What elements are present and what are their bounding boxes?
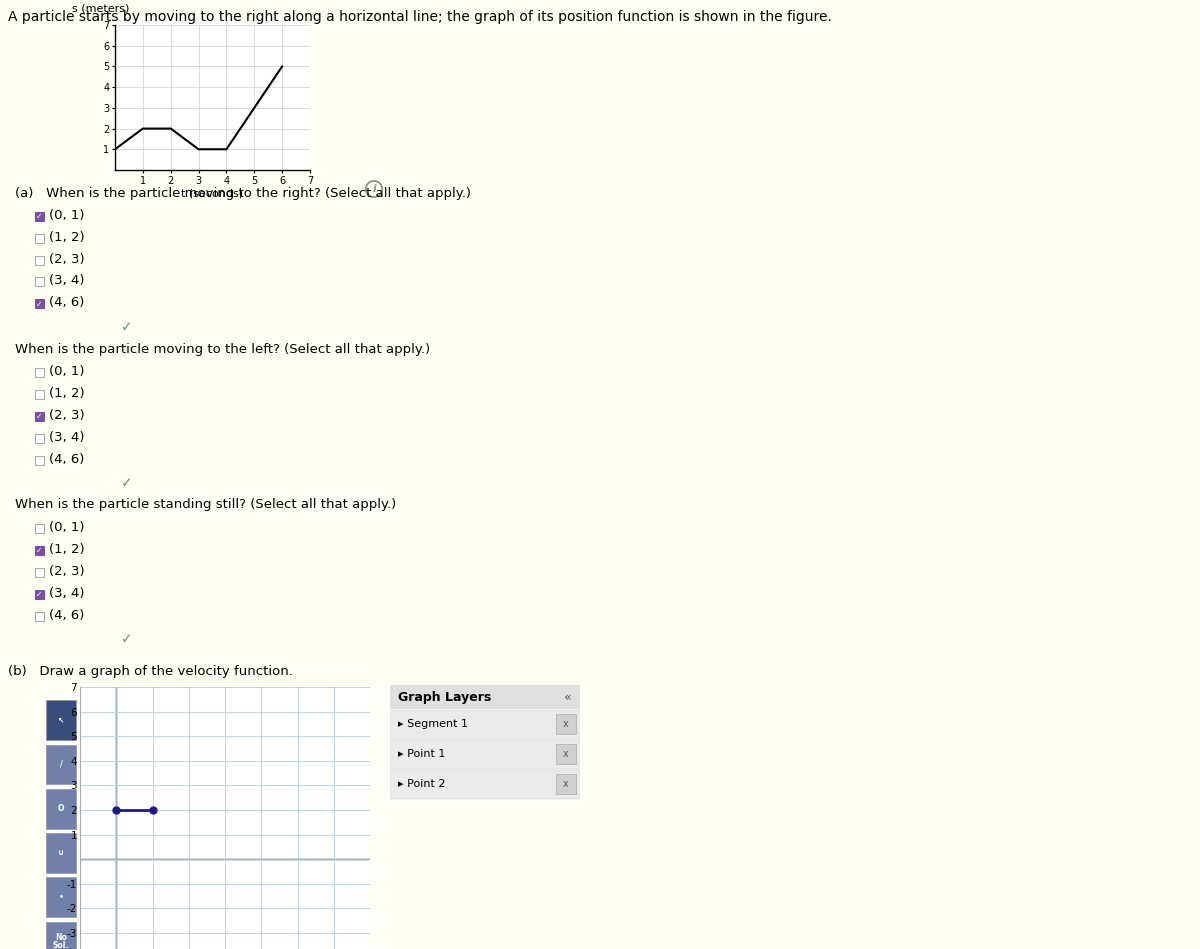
Text: (4, 6): (4, 6) <box>49 296 84 309</box>
Text: When is the particle moving to the left? (Select all that apply.): When is the particle moving to the left?… <box>14 343 430 356</box>
Text: (4, 6): (4, 6) <box>49 453 84 466</box>
Bar <box>46 789 77 828</box>
Text: x: x <box>563 749 569 759</box>
Text: (1, 2): (1, 2) <box>49 543 85 555</box>
Text: «: « <box>564 691 572 703</box>
Text: (a)   When is the particle moving to the right? (Select all that apply.): (a) When is the particle moving to the r… <box>14 187 470 199</box>
Bar <box>556 714 576 734</box>
Bar <box>35 233 44 243</box>
Text: (0, 1): (0, 1) <box>49 520 84 533</box>
Text: (2, 3): (2, 3) <box>49 252 85 266</box>
Bar <box>390 740 580 769</box>
Bar <box>556 744 576 764</box>
Text: ↖: ↖ <box>58 716 64 725</box>
Bar <box>46 833 77 873</box>
Text: ✓: ✓ <box>121 476 133 490</box>
X-axis label: t (seconds): t (seconds) <box>181 188 244 198</box>
Bar <box>35 367 44 377</box>
Bar <box>390 770 580 799</box>
Text: (2, 3): (2, 3) <box>49 565 85 578</box>
Text: (3, 4): (3, 4) <box>49 274 84 288</box>
Bar <box>556 774 576 794</box>
Bar <box>46 700 77 740</box>
Text: (2, 3): (2, 3) <box>49 408 85 421</box>
Bar <box>35 255 44 265</box>
Text: ✓: ✓ <box>36 589 43 599</box>
Bar <box>35 546 44 554</box>
Bar <box>35 277 44 287</box>
Text: ▸ Segment 1: ▸ Segment 1 <box>398 719 468 729</box>
Bar <box>35 589 44 599</box>
Text: s (meters): s (meters) <box>72 4 130 13</box>
Bar <box>35 456 44 464</box>
Bar <box>35 434 44 442</box>
Text: x: x <box>563 779 569 789</box>
Text: No
Sol.: No Sol. <box>53 933 70 949</box>
Bar <box>46 745 77 785</box>
Bar <box>35 611 44 621</box>
Text: A particle starts by moving to the right along a horizontal line; the graph of i: A particle starts by moving to the right… <box>8 10 832 24</box>
Text: (1, 2): (1, 2) <box>49 386 85 400</box>
Text: x: x <box>563 719 569 729</box>
Text: ✓: ✓ <box>36 412 43 420</box>
Bar <box>35 568 44 576</box>
Text: When is the particle standing still? (Select all that apply.): When is the particle standing still? (Se… <box>14 498 396 512</box>
Bar <box>46 921 77 949</box>
Bar <box>35 412 44 420</box>
Text: (3, 4): (3, 4) <box>49 586 84 600</box>
Text: i: i <box>372 184 376 195</box>
Text: Graph Layers: Graph Layers <box>398 691 491 703</box>
Text: ✓: ✓ <box>36 212 43 220</box>
Text: ✓: ✓ <box>36 546 43 554</box>
Text: /: / <box>60 760 62 769</box>
Text: (4, 6): (4, 6) <box>49 608 84 622</box>
Text: ✓: ✓ <box>121 632 133 646</box>
Bar <box>35 212 44 220</box>
Text: (0, 1): (0, 1) <box>49 209 84 221</box>
Text: ▸ Point 1: ▸ Point 1 <box>398 749 445 759</box>
Bar <box>35 300 44 308</box>
Text: ∪: ∪ <box>58 848 64 858</box>
Text: (3, 4): (3, 4) <box>49 431 84 443</box>
Text: O: O <box>58 804 65 813</box>
Bar <box>390 685 580 709</box>
Text: ▸ Point 2: ▸ Point 2 <box>398 779 445 789</box>
Bar <box>46 877 77 917</box>
Bar <box>35 389 44 399</box>
Text: ✓: ✓ <box>121 320 133 334</box>
Text: (1, 2): (1, 2) <box>49 231 85 244</box>
Text: (0, 1): (0, 1) <box>49 364 84 378</box>
Text: (b)   Draw a graph of the velocity function.: (b) Draw a graph of the velocity functio… <box>8 664 293 678</box>
Bar <box>390 710 580 739</box>
Text: •: • <box>59 893 64 902</box>
Text: ✓: ✓ <box>36 300 43 308</box>
Bar <box>35 524 44 532</box>
